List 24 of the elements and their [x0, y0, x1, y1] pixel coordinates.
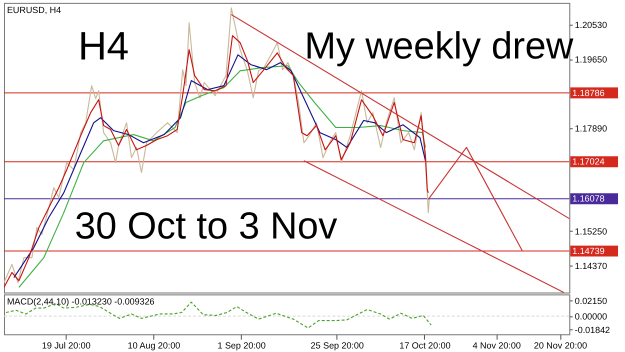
x-tick-label: 20 Nov 20:00	[534, 340, 588, 351]
annotation: My weekly drew	[304, 26, 574, 68]
ref-line-label: 1.17024	[572, 156, 605, 167]
y-tick-label: 0.00000	[574, 312, 608, 322]
chart-title: MACD(2,44,10) -0.013230 -0.009326	[6, 296, 155, 306]
x-tick-label: 4 Nov 20:00	[472, 340, 521, 351]
ref-line-label: 1.14739	[572, 246, 605, 256]
y-tick-label: 1.15250	[574, 226, 608, 237]
ref-line-label: 1.16078	[572, 194, 605, 204]
y-tick-label: 1.14370	[574, 260, 608, 271]
y-tick-label: 0.02150	[574, 296, 608, 306]
y-tick-label: 1.17890	[574, 123, 608, 134]
ref-line-label: 1.18786	[572, 88, 605, 98]
chart-title: EURUSD, H4	[6, 4, 62, 15]
x-tick-label: 1 Sep 20:00	[218, 340, 266, 351]
annotation: 30 Oct to 3 Nov	[74, 206, 338, 248]
y-tick-label: -0.01842	[574, 325, 610, 336]
x-tick-label: 17 Oct 20:00	[399, 340, 451, 351]
y-tick-label: 1.20530	[574, 20, 608, 30]
x-tick-label: 19 Jul 20:00	[42, 340, 91, 351]
x-tick-label: 25 Sep 20:00	[310, 340, 364, 351]
y-tick-label: 1.19650	[574, 54, 608, 65]
annotation: H4	[78, 24, 129, 69]
x-tick-label: 10 Aug 20:00	[128, 340, 180, 351]
